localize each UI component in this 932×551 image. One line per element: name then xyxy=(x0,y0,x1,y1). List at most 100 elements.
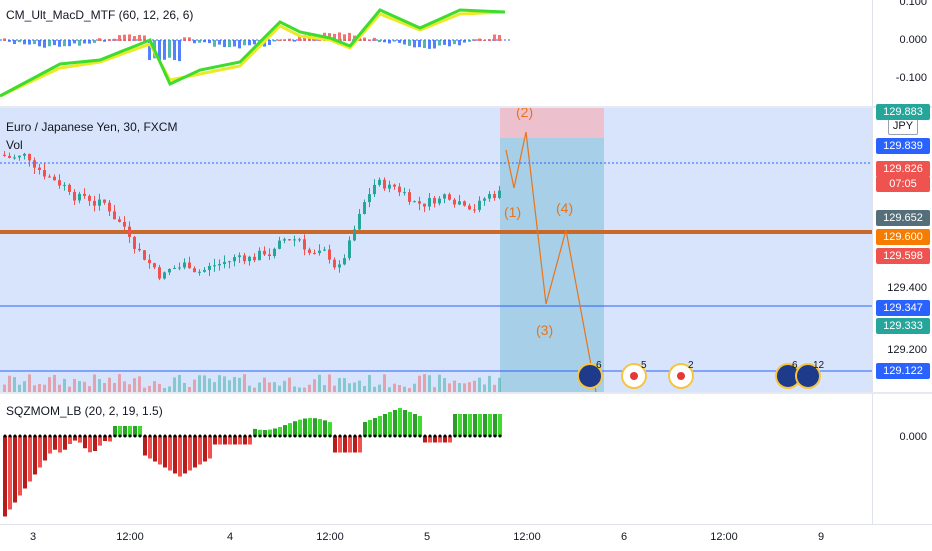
squeeze-dot xyxy=(378,434,382,438)
squeeze-dot xyxy=(138,434,142,438)
squeeze-dot xyxy=(178,434,182,438)
macd-histogram-bar xyxy=(208,40,211,44)
candle xyxy=(288,239,291,241)
candle xyxy=(173,267,176,269)
volume-bar xyxy=(83,381,86,392)
time-axis[interactable]: 3 12:00 4 12:00 5 12:00 6 12:00 9 xyxy=(0,524,932,551)
momentum-bar xyxy=(468,414,472,437)
squeeze-momentum-pane[interactable]: SQZMOM_LB (20, 2, 19, 1.5) xyxy=(0,394,872,524)
candle xyxy=(443,194,446,199)
candle xyxy=(478,200,481,210)
sqz-price-axis[interactable]: 0.000 xyxy=(872,394,932,524)
momentum-bar xyxy=(228,436,232,445)
volume-bar xyxy=(118,374,121,392)
momentum-bar xyxy=(343,436,347,453)
volume-bar xyxy=(423,374,426,392)
candle xyxy=(463,201,466,206)
momentum-bar xyxy=(428,436,432,443)
squeeze-dot xyxy=(203,434,207,438)
momentum-bar xyxy=(188,436,192,471)
momentum-bar xyxy=(433,436,437,443)
main-price-axis[interactable]: 129.400 129.200 xyxy=(872,108,932,392)
candle xyxy=(398,186,401,193)
volume-bar xyxy=(373,386,376,392)
macd-histogram-bar xyxy=(433,40,436,49)
symbol-title[interactable]: Euro / Japanese Yen, 30, FXCM xyxy=(6,120,178,134)
squeeze-dot xyxy=(368,434,372,438)
macd-legend[interactable]: CM_Ult_MacD_MTF (60, 12, 26, 6) xyxy=(6,8,194,22)
macd-pane[interactable]: CM_Ult_MacD_MTF (60, 12, 26, 6) xyxy=(0,0,872,106)
squeeze-dot xyxy=(168,434,172,438)
momentum-bar xyxy=(368,420,372,437)
macd-histogram-bar xyxy=(43,40,46,48)
macd-histogram-bar xyxy=(183,37,186,41)
economic-event-eu-flag-icon[interactable] xyxy=(577,363,603,389)
candle xyxy=(168,268,171,273)
economic-event-red-dot-icon[interactable] xyxy=(668,363,694,389)
candle xyxy=(208,265,211,271)
macd-price-axis[interactable]: 0.100 0.000 -0.100 xyxy=(872,0,932,106)
candle xyxy=(133,236,136,249)
macd-histogram-bar xyxy=(188,37,191,41)
macd-histogram-bar xyxy=(108,39,111,41)
momentum-bar xyxy=(53,436,57,450)
squeeze-dot xyxy=(313,434,317,438)
macd-histogram-bar xyxy=(123,34,126,41)
volume-bar xyxy=(378,384,381,392)
squeeze-dot xyxy=(238,434,242,438)
volume-bar xyxy=(403,386,406,392)
momentum-bar xyxy=(303,418,307,437)
candle xyxy=(298,239,301,241)
squeeze-dot xyxy=(148,434,152,438)
candle xyxy=(283,239,286,241)
macd-histogram-bar xyxy=(348,32,351,41)
squeeze-dot xyxy=(458,434,462,438)
candle xyxy=(138,248,141,251)
squeeze-dot xyxy=(83,434,87,438)
candle xyxy=(388,184,391,189)
candle xyxy=(358,213,361,230)
volume-bar xyxy=(63,378,66,392)
volume-bar xyxy=(223,376,226,392)
momentum-bar xyxy=(48,436,52,454)
volume-legend[interactable]: Vol xyxy=(6,138,23,152)
pane-separator[interactable] xyxy=(0,106,932,108)
candle xyxy=(153,263,156,268)
squeeze-dot xyxy=(3,434,7,438)
volume-bar xyxy=(353,382,356,392)
squeeze-dot xyxy=(28,434,32,438)
main-chart-pane[interactable]: Euro / Japanese Yen, 30, FXCM Vol (2) (1… xyxy=(0,108,872,392)
squeeze-dot xyxy=(288,434,292,438)
macd-histogram-bar xyxy=(443,40,446,45)
macd-tick: 0.100 xyxy=(899,0,927,8)
macd-histogram-bar xyxy=(228,40,231,48)
squeeze-dot xyxy=(283,434,287,438)
economic-event-eu-flag-icon[interactable] xyxy=(795,363,821,389)
candle xyxy=(483,198,486,201)
macd-histogram-bar xyxy=(388,40,391,44)
volume-bar xyxy=(158,383,161,392)
momentum-bar xyxy=(8,436,12,510)
volume-bar xyxy=(213,382,216,392)
candle xyxy=(393,184,396,187)
macd-histogram-bar xyxy=(98,38,101,41)
candle xyxy=(88,195,91,201)
momentum-bar xyxy=(408,412,412,437)
candle xyxy=(63,184,66,186)
volume-bar xyxy=(138,376,141,392)
macd-histogram-bar xyxy=(213,40,216,47)
economic-event-red-dot-icon[interactable] xyxy=(621,363,647,389)
volume-bar xyxy=(313,379,316,392)
momentum-bar xyxy=(213,436,217,445)
momentum-bar xyxy=(238,436,242,445)
sqz-legend[interactable]: SQZMOM_LB (20, 2, 19, 1.5) xyxy=(6,404,163,418)
pane-separator[interactable] xyxy=(0,392,932,394)
volume-bar xyxy=(303,387,306,392)
momentum-bar xyxy=(148,436,152,459)
squeeze-dot xyxy=(128,434,132,438)
candle xyxy=(373,184,376,195)
candle xyxy=(113,211,116,220)
momentum-bar xyxy=(353,436,357,453)
event-count: 2 xyxy=(688,360,694,371)
volume-bar xyxy=(458,383,461,392)
